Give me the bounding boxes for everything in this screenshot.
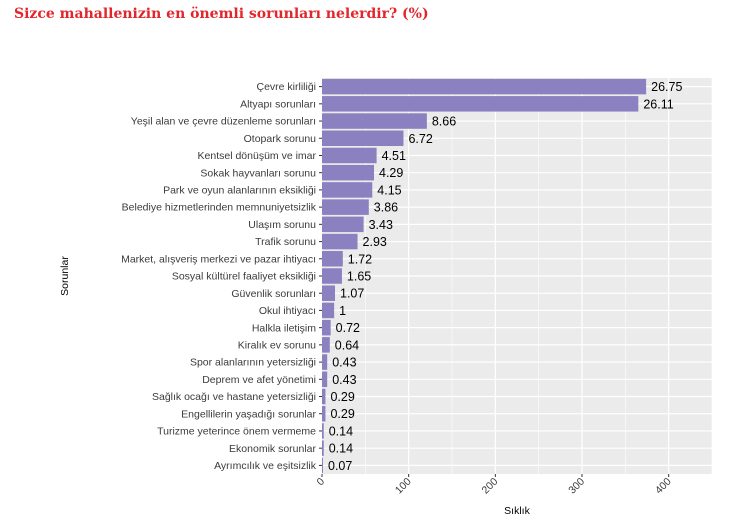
bar	[322, 147, 377, 164]
category-label: Okul ihtiyacı	[259, 305, 316, 317]
x-tick-label: 400	[653, 476, 674, 497]
category-label: Spor alanlarının yetersizliği	[190, 357, 316, 369]
category-label: Belediye hizmetlerinden memnuniyetsizlik	[122, 202, 317, 214]
data-label: 6.72	[408, 132, 432, 146]
bar	[322, 130, 404, 147]
category-label: Sosyal kültürel faaliyet eksikliği	[172, 271, 316, 283]
data-label: 0.43	[332, 356, 356, 370]
category-label: Engellilerin yaşadığı sorunlar	[181, 408, 316, 420]
category-label: Park ve oyun alanlarının eksikliği	[163, 185, 316, 197]
category-label: Deprem ve afet yönetimi	[202, 374, 316, 386]
category-label: Ayrımcılık ve eşitsizlik	[214, 460, 317, 472]
bar	[322, 113, 427, 129]
data-label: 0.29	[330, 407, 354, 421]
category-label: Ulaşım sorunu	[248, 219, 316, 231]
category-label: Yeşil alan ve çevre düzenleme sorunları	[131, 116, 316, 128]
category-label: Sağlık ocağı ve hastane yetersizliği	[152, 391, 316, 403]
category-label: Market, alışveriş merkezi ve pazar ihtiy…	[121, 253, 316, 265]
data-label: 0.29	[330, 390, 354, 404]
data-label: 1.72	[348, 252, 372, 266]
bar	[322, 302, 335, 319]
page-title: Sizce mahallenizin en önemli sorunları n…	[14, 6, 429, 22]
bar	[322, 405, 326, 422]
y-axis-title: Sorunlar	[59, 256, 71, 296]
data-label: 0.14	[329, 442, 353, 456]
bar	[322, 440, 324, 456]
category-label: Turizme yeterince önem vermeme	[157, 426, 316, 438]
data-label: 3.43	[369, 218, 393, 232]
bar	[322, 251, 343, 267]
category-label: Güvenlik sorunları	[231, 288, 316, 300]
data-label: 4.15	[377, 183, 401, 197]
category-label: Ekonomik sorunlar	[229, 443, 316, 455]
bar	[322, 78, 647, 95]
data-label: 0.43	[332, 373, 356, 387]
bar	[322, 285, 335, 301]
bar	[322, 457, 323, 474]
data-label: 0.14	[329, 424, 353, 438]
bar	[322, 233, 358, 250]
data-label: 1.07	[340, 287, 364, 301]
x-tick-label: 300	[566, 476, 587, 497]
category-label: Kentsel dönüşüm ve imar	[198, 150, 317, 162]
category-label: Çevre kirliliği	[256, 81, 316, 93]
bar	[322, 268, 342, 284]
category-label: Otopark sorunu	[244, 133, 317, 145]
bar	[322, 423, 324, 439]
data-label: 26.11	[643, 97, 673, 111]
bar	[322, 371, 328, 388]
bar	[322, 319, 331, 336]
bar	[322, 354, 328, 370]
data-label: 0.07	[328, 459, 352, 473]
x-tick-label: 100	[393, 476, 414, 497]
category-label: Altyapı sorunları	[240, 98, 316, 110]
data-label: 0.64	[335, 338, 359, 352]
data-label: 2.93	[363, 235, 387, 249]
data-label: 8.66	[432, 115, 456, 129]
x-tick-label: 200	[480, 476, 501, 497]
category-label: Trafik sorunu	[255, 236, 316, 248]
data-label: 26.75	[651, 80, 682, 94]
data-label: 1	[339, 304, 346, 318]
bar	[322, 199, 369, 215]
bar	[322, 96, 639, 112]
data-label: 1.65	[347, 270, 371, 284]
data-label: 4.29	[379, 166, 403, 180]
data-label: 3.86	[374, 201, 398, 215]
bar	[322, 164, 374, 181]
bar	[322, 337, 330, 353]
category-label: Kiralık ev sorunu	[238, 339, 316, 351]
bar	[322, 182, 373, 198]
category-label: Halkla iletişim	[252, 322, 316, 334]
bar	[322, 216, 364, 233]
category-label: Sokak hayvanları sorunu	[200, 167, 316, 179]
data-label: 4.51	[382, 149, 406, 163]
bar	[322, 388, 326, 405]
x-tick-label: 0	[315, 476, 328, 489]
data-label: 0.72	[336, 321, 360, 335]
x-axis-title: Sıklık	[504, 505, 530, 517]
